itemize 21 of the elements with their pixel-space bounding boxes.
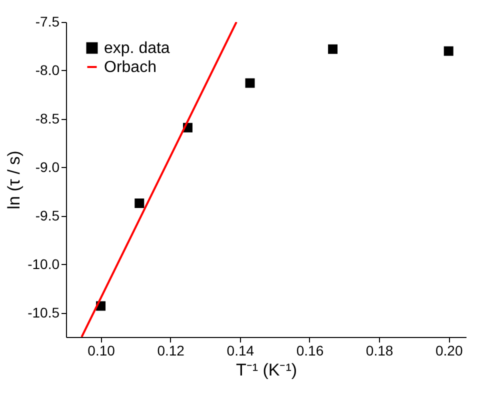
y-tick-label: -8.0 <box>35 62 60 78</box>
x-axis-title: T⁻¹ (K⁻¹) <box>236 360 298 380</box>
y-tick-label: -9.5 <box>35 207 60 224</box>
y-tick-label: -10.5 <box>28 304 60 320</box>
point <box>444 46 454 56</box>
x-tick-label: 0.18 <box>366 342 394 358</box>
y-tick-label: -9.0 <box>35 158 60 175</box>
y-tick-label: -7.5 <box>35 14 60 30</box>
x-tick-label: 0.12 <box>157 342 185 358</box>
x-tick-label: 0.20 <box>435 342 463 358</box>
legend-label: Orbach <box>104 59 156 76</box>
legend-label: exp. data <box>104 40 170 57</box>
point <box>245 78 255 88</box>
point <box>134 198 144 208</box>
x-tick-label: 0.10 <box>88 342 116 358</box>
x-tick-label: 0.16 <box>296 342 324 358</box>
y-axis-title: ln (τ / s) <box>4 150 24 210</box>
x-tick-label: 0.14 <box>226 342 254 358</box>
y-tick-label: -8.5 <box>35 110 60 126</box>
point <box>328 44 338 54</box>
y-tick-label: -10.0 <box>28 256 60 272</box>
